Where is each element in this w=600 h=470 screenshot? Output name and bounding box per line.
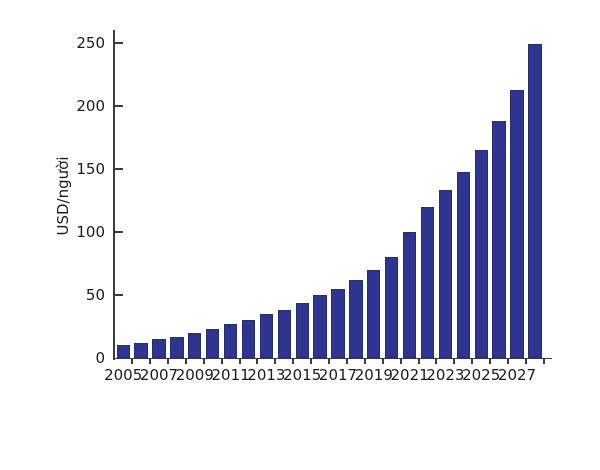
bar [456,171,470,358]
x-tick-label: 2005 [104,366,143,384]
x-tick-mark [435,359,438,365]
bar [385,257,399,358]
x-tick-mark [453,359,456,365]
x-tick-mark [131,359,134,365]
bar [367,269,381,358]
y-tick-label: 0 [95,349,105,367]
x-tick-mark [417,359,420,365]
y-tick-mark [115,294,123,296]
x-tick-mark [507,359,510,365]
bar [170,336,184,358]
x-axis-line [113,357,553,360]
x-tick-label: 2017 [318,366,358,384]
x-tick-mark [292,359,295,365]
y-tick-label: 50 [85,286,105,304]
y-axis-line [113,30,115,360]
y-tick-mark [115,231,123,233]
x-tick-label: 2019 [354,366,393,384]
bar [331,288,345,358]
x-tick-mark [166,359,169,365]
x-tick-mark [149,359,152,365]
x-tick-mark [524,359,527,365]
bar [206,329,220,358]
x-tick-mark [471,359,474,365]
bar [420,206,435,358]
bar [152,339,166,358]
x-tick-label: 2021 [390,366,429,384]
x-tick-label: 2023 [426,366,465,384]
y-tick-label: 150 [76,160,105,178]
x-tick-mark [310,359,313,365]
y-tick-mark [115,105,123,107]
x-tick-label: 2007 [139,366,179,384]
bar [528,44,542,358]
y-tick-mark [115,42,123,44]
x-tick-label: 2025 [462,366,501,384]
y-tick-label: 100 [76,223,105,241]
x-tick-label: 2011 [211,366,250,384]
x-tick-mark [184,359,187,365]
x-tick-mark [238,359,241,365]
x-tick-mark [345,359,348,365]
bar [188,332,202,358]
y-tick-label: 250 [76,34,105,52]
x-tick-mark [381,359,384,365]
bar [438,190,453,358]
x-tick-label: 2027 [497,366,537,384]
bar [277,310,291,358]
x-tick-mark [274,359,277,365]
y-tick-mark [115,168,123,170]
x-tick-mark [256,359,259,365]
x-tick-label: 2013 [247,366,286,384]
bar [259,313,274,358]
bar [116,345,130,358]
x-tick-mark [202,359,205,365]
bar [134,342,148,358]
x-tick-mark [363,359,366,365]
x-tick-mark [328,359,331,365]
x-tick-mark [542,359,545,365]
x-tick-mark [220,359,223,365]
x-tick-mark [489,359,492,365]
bar [349,279,363,358]
bar [492,121,506,358]
bar [474,150,488,358]
bar [313,295,327,358]
x-tick-label: 2009 [175,366,214,384]
x-tick-label: 2015 [283,366,322,384]
x-tick-mark [399,359,402,365]
bar [241,320,256,358]
bar [295,302,309,358]
bar [223,323,238,358]
bar [510,89,524,358]
bar [402,232,417,358]
y-tick-label: 200 [76,97,105,115]
